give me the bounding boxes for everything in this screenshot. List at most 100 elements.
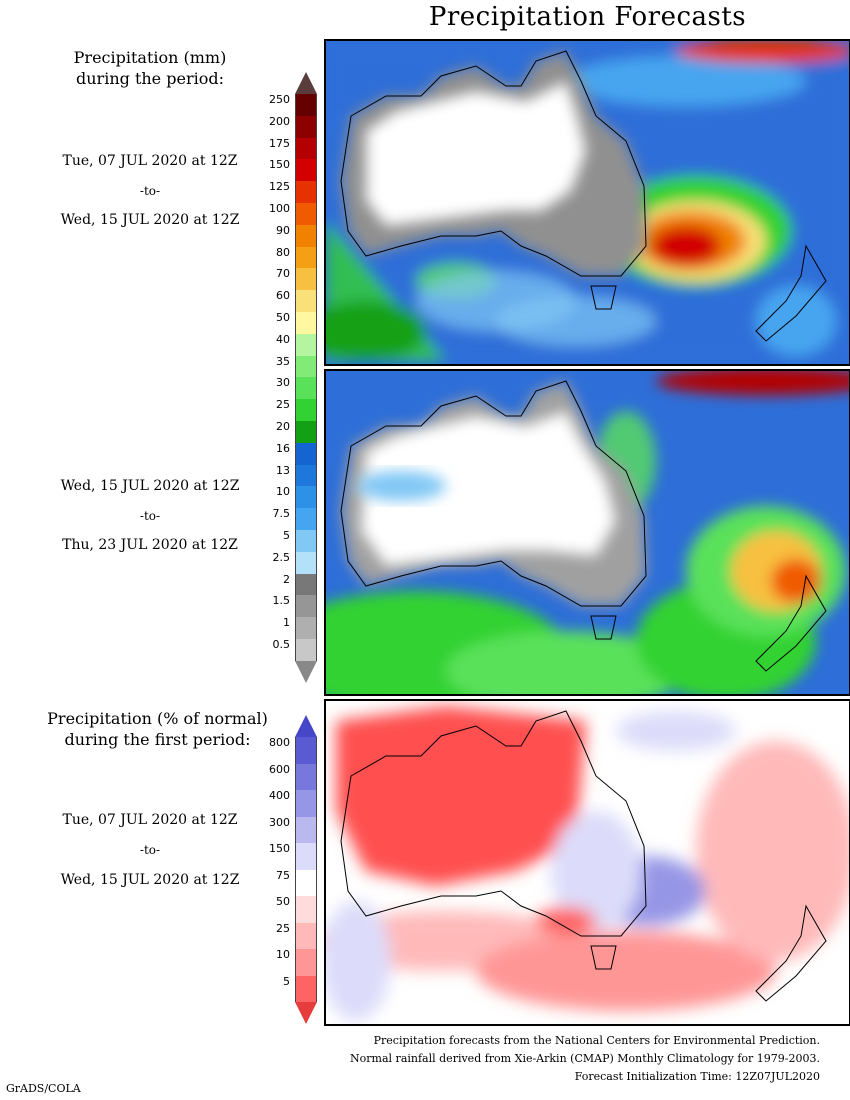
precip-scale-color-step (295, 486, 317, 509)
normal-scale-color-step (295, 896, 317, 923)
precip-scale-tick-label: 16 (276, 441, 290, 455)
normal-scale-tick-label: 5 (283, 974, 290, 988)
normal-scale-bottom-arrow (295, 1002, 317, 1024)
precip-scale-tick-label: 1.5 (272, 594, 291, 608)
precip-scale-color-step (295, 181, 317, 203)
normal-scale-tick-label: 400 (269, 789, 290, 802)
normal-scale-color-step (295, 763, 317, 790)
normal-scale-color-step (295, 816, 317, 843)
normal-scale-tick-label: 50 (276, 895, 290, 908)
precip-scale-color-step (295, 639, 317, 661)
normal-scale-color-step (295, 843, 317, 870)
precip-scale-color-step (295, 94, 317, 116)
normal-scale-tick-label: 300 (269, 815, 290, 829)
precip-scale-tick-label: 90 (276, 223, 290, 237)
normal-scale-color-step (295, 975, 317, 1002)
precip-heading: Precipitation (mm) during the period: (35, 47, 265, 89)
precip-scale-color-step (295, 137, 317, 160)
precip-scale-color-step (295, 508, 317, 530)
precip-scale-tick-label: 2 (283, 572, 290, 586)
precip-scale-color-step (295, 464, 317, 487)
precip-scale-tick-label: 80 (276, 245, 290, 259)
footer-normal-line: Normal rainfall derived from Xie-Arkin (… (350, 1052, 820, 1065)
period2-to: -to- (139, 509, 161, 523)
percent-normal-color-scale: 800 600 400 300 150 75 50 25 10 5 (250, 715, 320, 1024)
normal-scale-top-arrow (295, 715, 317, 737)
normal-scale-color-step (295, 737, 317, 764)
precip-scale-tick-label: 40 (276, 332, 290, 346)
normal-scale-color-step (295, 869, 317, 896)
precip-scale-color-step (295, 573, 317, 596)
period2-start: Wed, 15 JUL 2020 at 12Z (60, 478, 240, 494)
precip-scale-color-step (295, 442, 317, 465)
precip-scale-color-step (295, 333, 317, 356)
precip-scale-tick-label: 50 (276, 311, 290, 324)
percent-normal-map (324, 699, 850, 1026)
period1-to: -to- (139, 184, 161, 198)
precip-heading-line1: Precipitation (mm) (73, 48, 227, 67)
precip-scale-tick-label: 30 (276, 376, 290, 390)
precip-scale-tick-label: 60 (276, 289, 290, 303)
precip-scale-color-step (295, 355, 317, 378)
precip-scale-tick-label: 100 (269, 202, 290, 215)
footer-init-time: Forecast Initialization Time: 12Z07JUL20… (574, 1070, 820, 1083)
precip-scale-color-step (295, 224, 317, 247)
precip-scale-tick-label: 25 (276, 398, 290, 412)
precip-map-period1 (324, 39, 850, 366)
precip-scale-color-step (295, 290, 317, 312)
precip-scale-color-step (295, 268, 317, 291)
grads-credit: GrADS/COLA (6, 1082, 81, 1095)
footer-source-line: Precipitation forecasts from the Nationa… (373, 1034, 820, 1047)
precip-color-scale: 250 200 175 150 125 100 90 80 70 60 50 40 35 30 25 20 16… (250, 72, 320, 683)
normal-scale-color-step (295, 790, 317, 817)
normal-scale-tick-label: 75 (276, 868, 290, 882)
normal-heading-line1: Precipitation (% of normal) (47, 709, 268, 728)
precip-scale-color-step (295, 246, 317, 269)
precip-scale-color-step (295, 377, 317, 400)
normal-heading: Precipitation (% of normal) during the f… (35, 708, 280, 750)
precip-scale-color-step (295, 595, 317, 618)
period1-start: Tue, 07 JUL 2020 at 12Z (62, 153, 238, 169)
precip-scale-tick-label: 250 (269, 93, 290, 106)
precip-scale-color-step (295, 312, 317, 334)
precip-scale-tick-label: 5 (283, 529, 290, 542)
precip-map-period2 (324, 369, 850, 696)
normal-scale-tick-label: 600 (269, 762, 290, 776)
normal-scale-color-step (295, 922, 317, 949)
precip-scale-tick-label: 35 (276, 354, 290, 368)
precip-scale-tick-label: 13 (276, 463, 290, 477)
precip-scale-tick-label: 0.5 (272, 638, 291, 651)
period3-to: -to- (139, 843, 161, 857)
period1-end: Wed, 15 JUL 2020 at 12Z (60, 212, 240, 228)
normal-scale-tick-label: 150 (269, 842, 290, 855)
precip-scale-color-step (295, 115, 317, 138)
page-title: Precipitation Forecasts (428, 2, 747, 32)
precip-heading-line2: during the period: (76, 69, 224, 88)
precip-scale-tick-label: 10 (276, 485, 290, 499)
precip-scale-tick-label: 200 (269, 114, 290, 128)
normal-heading-line2: during the first period: (64, 730, 251, 749)
period2-end: Thu, 23 JUL 2020 at 12Z (62, 537, 238, 553)
precip-scale-color-step (295, 159, 317, 182)
precip-scale-color-step (295, 530, 317, 552)
period3-end: Wed, 15 JUL 2020 at 12Z (60, 872, 240, 888)
normal-scale-color-step (295, 949, 317, 976)
precip-scale-tick-label: 2.5 (272, 550, 291, 564)
period3-start: Tue, 07 JUL 2020 at 12Z (62, 812, 238, 828)
normal-scale-tick-label: 800 (269, 736, 290, 749)
precip-scale-tick-label: 7.5 (272, 507, 291, 521)
precip-scale-color-step (295, 203, 317, 225)
precip-scale-tick-label: 150 (269, 158, 290, 172)
normal-scale-tick-label: 25 (276, 921, 290, 935)
precip-scale-tick-label: 1 (283, 616, 290, 630)
precip-scale-tick-label: 20 (276, 420, 290, 433)
precip-scale-top-arrow (295, 72, 317, 94)
precip-scale-color-step (295, 421, 317, 443)
precip-scale-tick-label: 125 (269, 180, 290, 194)
precip-scale-color-step (295, 399, 317, 421)
precip-scale-color-step (295, 551, 317, 574)
precip-scale-bottom-arrow (295, 660, 317, 683)
precip-scale-tick-label: 175 (269, 136, 290, 150)
precip-scale-color-step (295, 617, 317, 639)
normal-scale-tick-label: 10 (276, 948, 290, 961)
